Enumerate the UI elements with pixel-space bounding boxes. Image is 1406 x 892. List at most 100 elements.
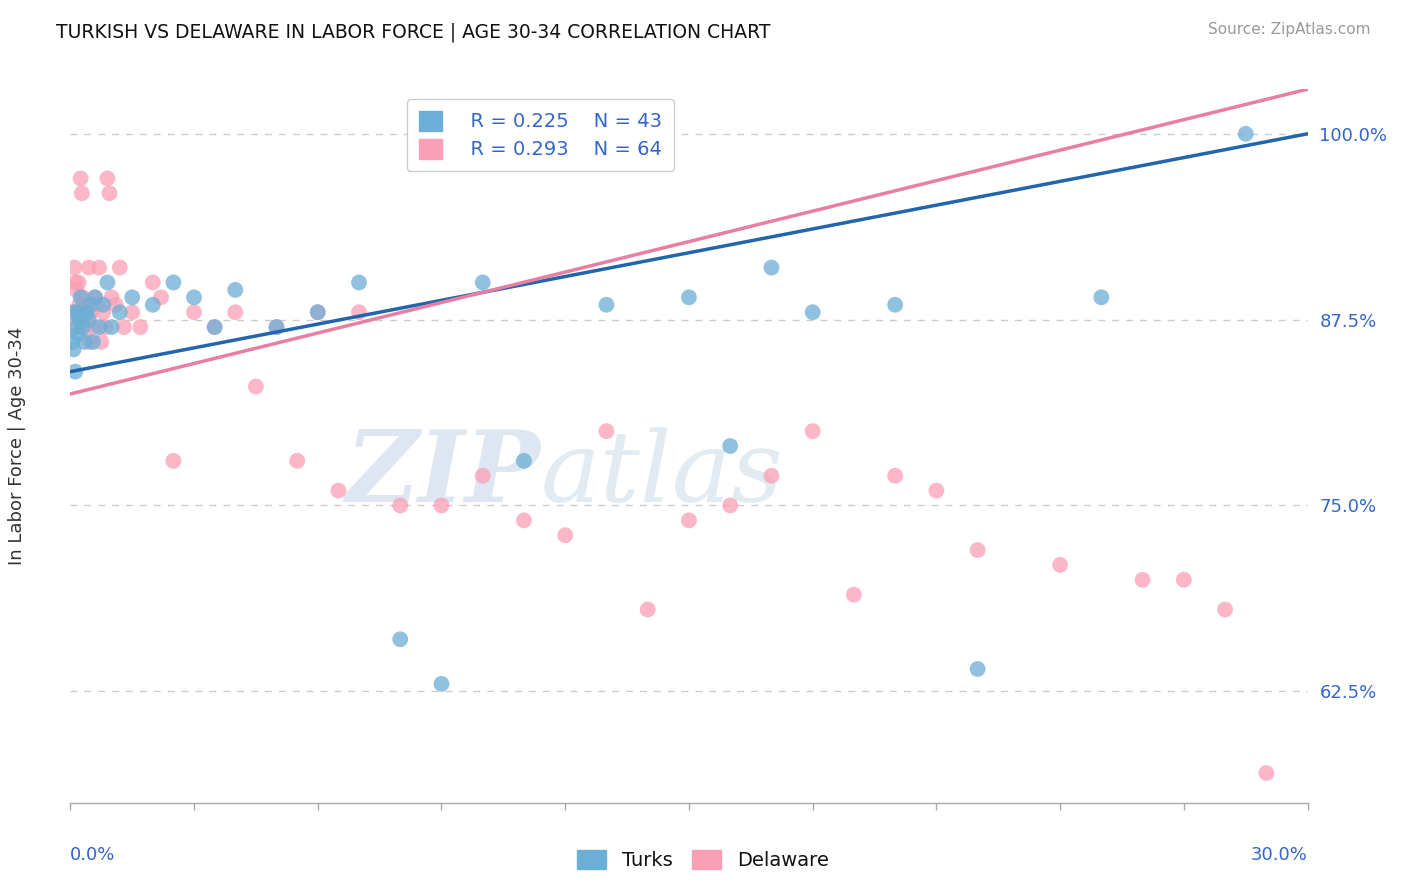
- Point: [204, 320, 226, 334]
- Point: [63, 305, 86, 319]
- Point: [761, 260, 783, 275]
- Point: [77, 260, 100, 275]
- Point: [801, 424, 824, 438]
- Point: [129, 320, 152, 334]
- Point: [595, 424, 617, 438]
- Point: [98, 186, 121, 201]
- Point: [67, 276, 90, 290]
- Point: [96, 171, 118, 186]
- Point: [1256, 766, 1278, 780]
- Point: [62, 320, 84, 334]
- Point: [63, 260, 86, 275]
- Point: [73, 305, 96, 319]
- Point: [65, 283, 87, 297]
- Point: [100, 320, 122, 334]
- Point: [347, 305, 370, 319]
- Point: [595, 298, 617, 312]
- Point: [1132, 573, 1154, 587]
- Point: [966, 543, 988, 558]
- Point: [1049, 558, 1071, 572]
- Point: [70, 186, 93, 201]
- Point: [69, 290, 91, 304]
- Point: [67, 312, 90, 326]
- Point: [67, 298, 90, 312]
- Point: [966, 662, 988, 676]
- Point: [1090, 290, 1112, 304]
- Point: [471, 276, 494, 290]
- Point: [60, 334, 83, 349]
- Point: [718, 499, 741, 513]
- Point: [65, 320, 87, 334]
- Point: [678, 290, 700, 304]
- Point: [224, 305, 246, 319]
- Point: [82, 320, 104, 334]
- Point: [60, 305, 83, 319]
- Point: [801, 305, 824, 319]
- Point: [90, 334, 112, 349]
- Point: [142, 298, 165, 312]
- Point: [86, 298, 108, 312]
- Point: [142, 276, 165, 290]
- Point: [72, 290, 94, 304]
- Point: [718, 439, 741, 453]
- Point: [69, 171, 91, 186]
- Point: [266, 320, 288, 334]
- Point: [72, 320, 94, 334]
- Point: [77, 312, 100, 326]
- Point: [884, 468, 907, 483]
- Point: [82, 334, 104, 349]
- Point: [224, 283, 246, 297]
- Point: [65, 276, 87, 290]
- Point: [925, 483, 948, 498]
- Point: [91, 305, 114, 319]
- Legend:   R = 0.225    N = 43,   R = 0.293    N = 64: R = 0.225 N = 43, R = 0.293 N = 64: [408, 99, 673, 171]
- Point: [513, 454, 536, 468]
- Point: [389, 499, 412, 513]
- Point: [471, 468, 494, 483]
- Point: [121, 305, 143, 319]
- Text: Source: ZipAtlas.com: Source: ZipAtlas.com: [1208, 22, 1371, 37]
- Point: [89, 320, 111, 334]
- Point: [884, 298, 907, 312]
- Point: [430, 499, 453, 513]
- Point: [389, 632, 412, 647]
- Point: [76, 305, 98, 319]
- Point: [108, 305, 131, 319]
- Point: [80, 305, 103, 319]
- Point: [66, 305, 89, 319]
- Point: [108, 260, 131, 275]
- Point: [347, 276, 370, 290]
- Point: [75, 320, 97, 334]
- Text: TURKISH VS DELAWARE IN LABOR FORCE | AGE 30-34 CORRELATION CHART: TURKISH VS DELAWARE IN LABOR FORCE | AGE…: [56, 22, 770, 42]
- Point: [73, 334, 96, 349]
- Point: [65, 365, 87, 379]
- Point: [150, 290, 173, 304]
- Point: [62, 343, 84, 357]
- Point: [285, 454, 308, 468]
- Point: [67, 305, 90, 319]
- Point: [1173, 573, 1195, 587]
- Legend: Turks, Delaware: Turks, Delaware: [569, 842, 837, 878]
- Text: 0.0%: 0.0%: [70, 846, 115, 863]
- Point: [761, 468, 783, 483]
- Point: [266, 320, 288, 334]
- Point: [66, 327, 89, 342]
- Point: [307, 305, 329, 319]
- Point: [245, 379, 267, 393]
- Point: [430, 677, 453, 691]
- Point: [513, 513, 536, 527]
- Point: [76, 298, 98, 312]
- Text: In Labor Force | Age 30-34: In Labor Force | Age 30-34: [8, 326, 25, 566]
- Point: [842, 588, 865, 602]
- Point: [80, 298, 103, 312]
- Point: [84, 290, 107, 304]
- Point: [328, 483, 350, 498]
- Point: [94, 320, 117, 334]
- Point: [1213, 602, 1236, 616]
- Point: [96, 276, 118, 290]
- Point: [162, 276, 184, 290]
- Point: [104, 298, 127, 312]
- Point: [183, 290, 205, 304]
- Point: [91, 298, 114, 312]
- Point: [121, 290, 143, 304]
